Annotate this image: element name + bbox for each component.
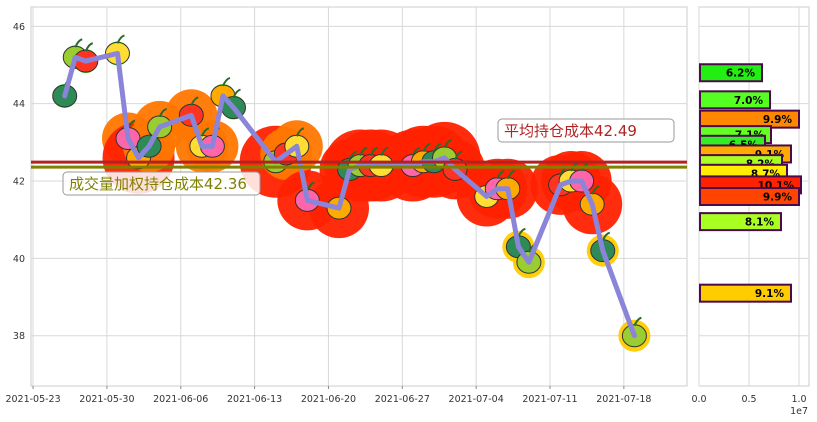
- fruit-stem: [454, 150, 463, 160]
- fruit-stem: [306, 181, 315, 191]
- x-tick-label: 2021-05-30: [79, 394, 134, 405]
- volume-bar: [699, 212, 782, 232]
- x-tick-label: 2021-07-04: [449, 394, 504, 405]
- fruit-stem: [295, 127, 305, 137]
- y-tick-label: 44: [13, 99, 25, 110]
- x-tick-label: 2021-05-23: [5, 394, 60, 405]
- side-x-multiplier: 1e7: [790, 406, 808, 417]
- y-tick-label: 38: [13, 331, 25, 342]
- fruit-stem: [433, 142, 442, 153]
- fruit-stem: [116, 34, 125, 44]
- x-tick-label: 2021-06-13: [227, 394, 282, 405]
- volume-bar: [699, 283, 792, 303]
- volume-bar-label: 6.2%: [726, 68, 756, 80]
- y-tick-label: 46: [13, 22, 25, 33]
- x-tick-label: 2021-07-18: [596, 394, 651, 405]
- fruit-stem: [190, 96, 199, 106]
- volume-bar-label: 9.1%: [755, 288, 785, 300]
- y-tick-label: 40: [13, 254, 25, 265]
- side-x-tick-label: 1.0: [791, 394, 806, 405]
- volume-bar-label: 8.1%: [745, 217, 775, 229]
- avg-cost-annotation: 平均持仓成本42.49: [504, 122, 637, 140]
- x-tick-label: 2021-06-06: [153, 394, 208, 405]
- fruit-stem: [411, 146, 421, 156]
- volume-bar: [699, 187, 800, 206]
- x-tick-label: 2021-06-20: [301, 394, 356, 405]
- volume-bar: [699, 63, 763, 83]
- fruit-stem: [591, 185, 600, 195]
- fruit-stem: [506, 169, 516, 180]
- fruit-stem: [633, 316, 642, 327]
- fruit-stem: [84, 42, 94, 52]
- fruit-stem: [348, 150, 357, 160]
- fruit-stem: [200, 127, 210, 137]
- fruit-stem: [232, 88, 241, 98]
- fruit-stem: [158, 107, 167, 118]
- fruit-stem: [496, 169, 505, 180]
- fruit-stem: [369, 146, 378, 156]
- volume-bar-label: 7.0%: [734, 95, 764, 107]
- y-tick-label: 42: [13, 177, 25, 188]
- fruit-stem: [222, 76, 231, 87]
- x-tick-label: 2021-06-27: [375, 394, 430, 405]
- side-x-tick-label: 0.0: [691, 394, 706, 405]
- volume-bar-label: 9.9%: [763, 192, 793, 204]
- side-x-tick-label: 0.5: [741, 394, 756, 405]
- fruit-stem: [380, 146, 389, 156]
- fruit-stem: [601, 231, 611, 242]
- volume-bar: [699, 90, 771, 110]
- vwap-cost-annotation-box: [62, 171, 261, 196]
- fruit-stem: [74, 38, 83, 48]
- fruit-stem: [422, 142, 431, 153]
- volume-bar-label: 9.9%: [763, 114, 793, 126]
- vwap-cost-annotation: 成交量加权持仓成本42.36: [69, 175, 247, 193]
- x-tick-label: 2021-07-11: [522, 394, 577, 405]
- avg-cost-annotation-box: [497, 118, 675, 143]
- fruit-stem: [443, 138, 452, 149]
- fruit-stem: [359, 146, 368, 156]
